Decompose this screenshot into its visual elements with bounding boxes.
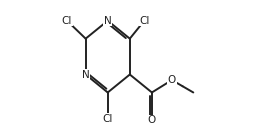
- Text: Cl: Cl: [103, 114, 113, 124]
- Text: N: N: [82, 70, 90, 79]
- Text: O: O: [148, 115, 156, 125]
- Text: Cl: Cl: [62, 16, 72, 26]
- Text: O: O: [168, 75, 176, 85]
- Text: Cl: Cl: [139, 16, 150, 26]
- Text: N: N: [104, 16, 112, 26]
